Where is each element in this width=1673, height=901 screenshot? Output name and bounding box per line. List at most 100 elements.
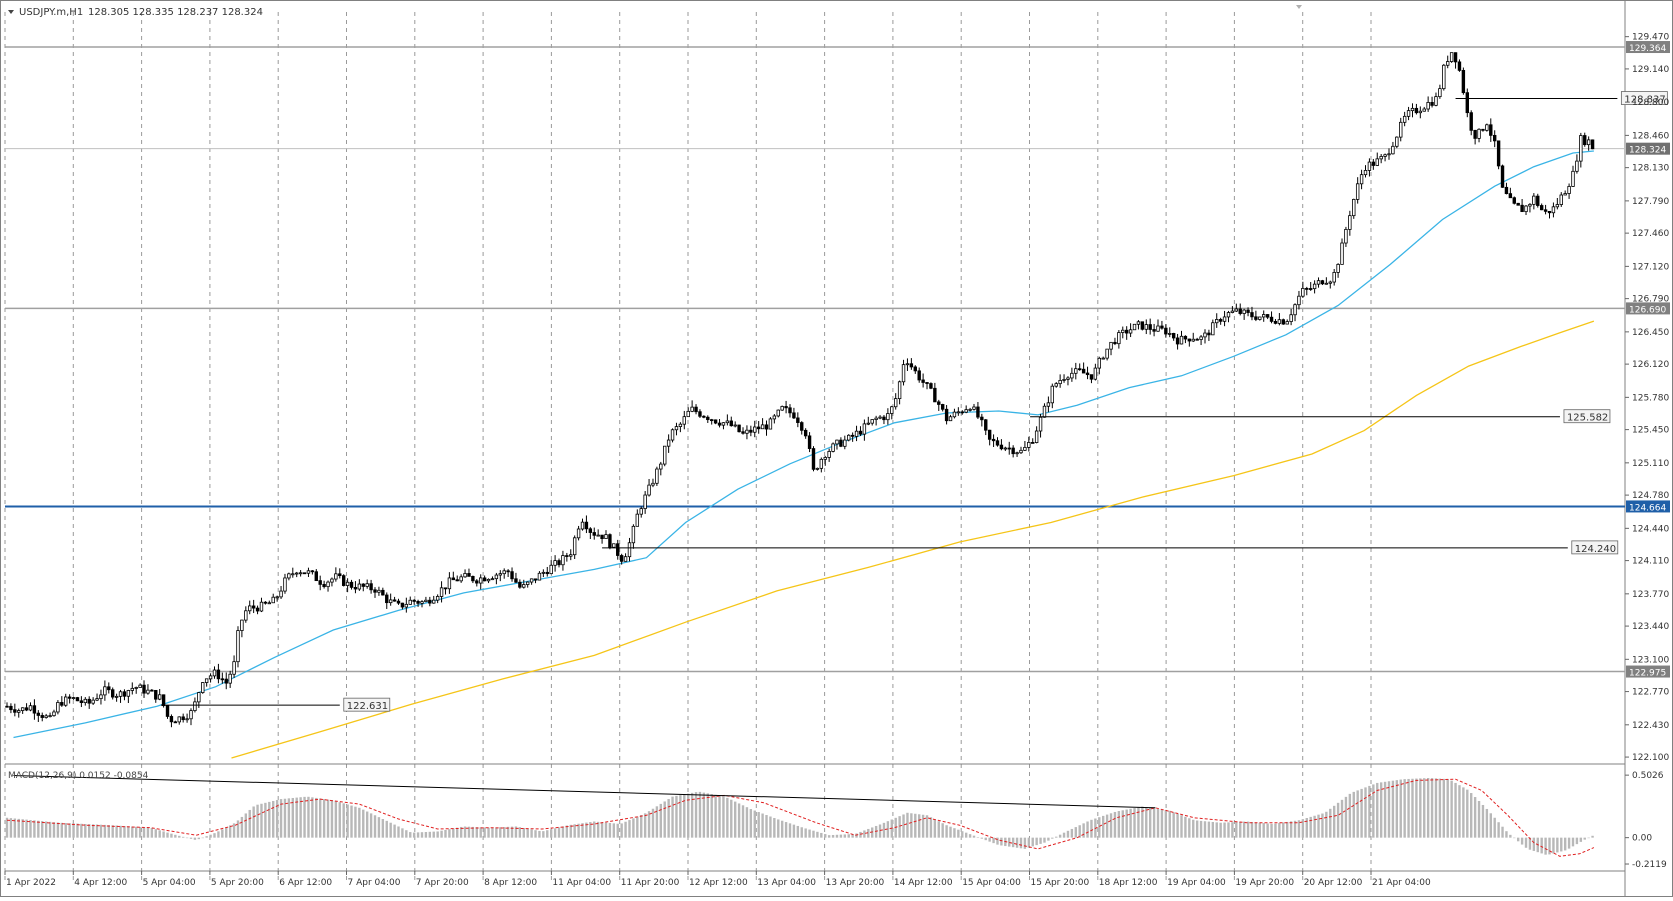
- macd-histogram-bar: [416, 832, 420, 838]
- time-tick-label: 13 Apr 20:00: [826, 878, 885, 888]
- macd-histogram-bar: [1434, 778, 1438, 838]
- macd-histogram-bar: [91, 824, 95, 838]
- candle-body: [682, 416, 686, 425]
- price-tick-label: 127.120: [1632, 262, 1669, 272]
- candle-body: [964, 409, 968, 413]
- candle-body: [1262, 314, 1266, 318]
- time-tick-label: 21 Apr 04:00: [1372, 878, 1431, 888]
- candle-body: [737, 424, 741, 433]
- candle-body: [1273, 320, 1278, 324]
- macd-histogram-bar: [405, 830, 408, 838]
- candle-body: [635, 513, 640, 527]
- level-price-tag: 122.975: [1629, 669, 1666, 679]
- macd-histogram-bar: [1160, 809, 1164, 838]
- candle-body: [776, 409, 780, 417]
- candle-body: [1442, 64, 1446, 90]
- candle-body: [60, 702, 64, 706]
- macd-histogram-bar: [1227, 822, 1230, 838]
- macd-histogram-bar: [76, 823, 79, 838]
- candle-body: [862, 423, 867, 435]
- level-label-box: [343, 697, 391, 712]
- macd-histogram-bar: [1282, 822, 1285, 838]
- candle-body: [756, 426, 761, 430]
- candle-body: [1070, 372, 1074, 379]
- macd-histogram-bar: [1376, 782, 1379, 838]
- candle-body: [1207, 332, 1211, 336]
- macd-histogram-bar: [616, 823, 619, 838]
- macd-histogram-bar: [604, 822, 608, 838]
- macd-histogram-bar: [1109, 813, 1113, 838]
- macd-histogram-bar: [248, 809, 251, 838]
- candle-body: [463, 573, 467, 578]
- candle-body: [1406, 110, 1411, 117]
- dropdown-triangle-icon[interactable]: [8, 10, 14, 14]
- candle-body: [1124, 329, 1129, 334]
- macd-histogram-bar: [557, 827, 561, 838]
- candle-body: [189, 710, 193, 720]
- candle-body: [201, 682, 205, 693]
- candle-body: [1011, 447, 1015, 455]
- macd-panel: 0.5026 0.00 -0.2119: [5, 771, 1667, 870]
- candle-body: [13, 709, 17, 713]
- candle-body: [1031, 442, 1035, 444]
- macd-histogram-bar: [326, 799, 330, 838]
- candle-body: [1183, 335, 1188, 340]
- candle-body: [968, 408, 972, 411]
- candle-body: [1003, 447, 1008, 450]
- macd-histogram-bar: [1274, 823, 1277, 838]
- macd-histogram-bar: [1055, 836, 1058, 838]
- time-tick-label: 7 Apr 20:00: [416, 878, 469, 888]
- macd-histogram-bar: [1019, 837, 1023, 849]
- macd-histogram-bar: [667, 799, 670, 838]
- candle-body: [1097, 357, 1101, 369]
- macd-histogram-bar: [1317, 814, 1320, 838]
- macd-histogram-bar: [961, 831, 964, 838]
- candle-body: [729, 420, 733, 427]
- macd-histogram-bar: [1364, 787, 1367, 838]
- candle-body: [1199, 336, 1203, 340]
- candle-body: [392, 599, 397, 602]
- candle-body: [1383, 154, 1387, 157]
- macd-histogram-bar: [851, 834, 854, 838]
- macd-histogram-bar: [612, 823, 616, 838]
- candle-body: [1516, 202, 1520, 206]
- candle-body: [1520, 204, 1524, 213]
- macd-histogram-bar: [600, 822, 604, 838]
- candle-body: [52, 711, 56, 717]
- macd-histogram-bar: [9, 818, 13, 838]
- price-tick-label: 125.450: [1632, 426, 1669, 436]
- candle-body: [494, 574, 499, 580]
- macd-histogram-bar: [996, 837, 999, 845]
- macd-histogram-bar: [569, 824, 572, 838]
- macd-histogram-bar: [636, 816, 639, 838]
- macd-histogram-bar: [1090, 819, 1093, 838]
- macd-histogram-bar: [197, 837, 201, 840]
- candle-body: [1281, 319, 1285, 325]
- candle-body: [114, 695, 119, 698]
- macd-histogram-bar: [358, 807, 361, 838]
- macd-histogram-bar: [84, 823, 87, 838]
- price-tick-label: 124.440: [1632, 524, 1669, 534]
- macd-histogram-bar: [1184, 816, 1187, 838]
- macd-histogram-bar: [1309, 816, 1312, 838]
- candle-body: [616, 543, 620, 556]
- candle-body: [1461, 69, 1466, 94]
- macd-histogram-bar: [1070, 828, 1074, 838]
- shift-marker-icon[interactable]: [1296, 5, 1302, 9]
- candle-body: [1046, 402, 1051, 407]
- candle-body: [283, 577, 287, 592]
- macd-histogram-bar: [647, 811, 651, 838]
- candle-body: [212, 669, 217, 677]
- candle-body: [663, 445, 667, 465]
- macd-histogram-bar: [291, 797, 294, 838]
- macd-histogram-bar: [1497, 822, 1500, 838]
- candle-body: [424, 599, 428, 603]
- macd-histogram-bar: [651, 808, 655, 838]
- candle-body: [991, 438, 996, 442]
- macd-histogram-bar: [957, 829, 960, 838]
- candle-body: [1156, 325, 1160, 332]
- macd-histogram-bar: [1250, 821, 1254, 838]
- candle-body: [95, 698, 99, 701]
